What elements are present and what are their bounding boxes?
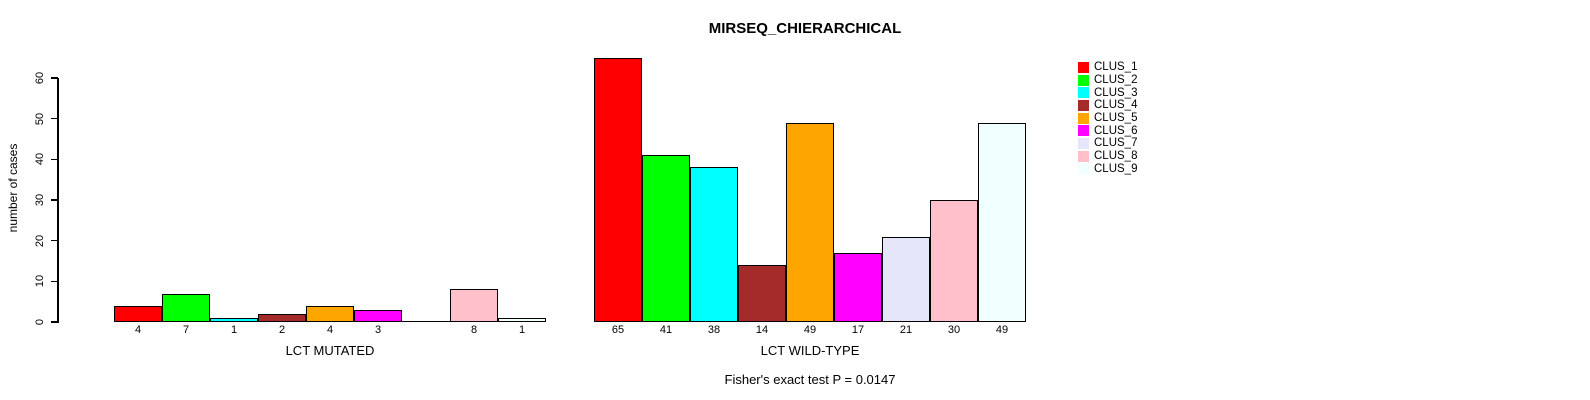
y-tick-label-50: 50: [34, 112, 46, 125]
bar-CLUS_3-lct-wild-type: [690, 167, 738, 322]
y-tick-label-10: 10: [34, 275, 46, 288]
y-tick-40: [51, 158, 58, 161]
legend-item-clus_5: CLUS_5: [1078, 112, 1137, 125]
legend-swatch-icon: [1078, 163, 1089, 175]
bar-value-label: 49: [995, 324, 1009, 336]
bar-value-label: 7: [182, 324, 190, 336]
bar-CLUS_2-lct-mutated: [162, 293, 210, 322]
bar-value-label: 8: [470, 324, 478, 336]
bar-value-label: 4: [326, 324, 334, 336]
legend-swatch-icon: [1078, 74, 1089, 86]
bar-value-label: 38: [707, 324, 721, 336]
bar-value-label: 1: [230, 324, 238, 336]
legend: CLUS_1 CLUS_2 CLUS_3 CLUS_4 CLUS_5 CLUS_6 CLUS…: [1078, 61, 1137, 175]
y-axis-label: number of cases: [6, 143, 20, 233]
bar-CLUS_8-lct-mutated: [450, 289, 498, 322]
bar-CLUS_9-lct-wild-type: [978, 122, 1026, 322]
y-tick-50: [51, 117, 58, 120]
bar-value-label: 21: [899, 324, 913, 336]
bar-CLUS_5-lct-wild-type: [786, 122, 834, 322]
y-tick-30: [51, 199, 58, 201]
bar-value-label: 17: [851, 324, 865, 336]
bar-value-label: 1: [518, 324, 526, 336]
y-tick-label-40: 40: [34, 153, 46, 166]
footnote: Fisher's exact test P = 0.0147: [724, 372, 896, 387]
bar-CLUS_4-lct-wild-type: [738, 265, 786, 322]
bar-CLUS_5-lct-mutated: [306, 305, 354, 322]
y-tick-label-20: 20: [34, 234, 46, 247]
legend-item-clus_3: CLUS_3: [1078, 86, 1137, 99]
legend-item-clus_7: CLUS_7: [1078, 137, 1137, 150]
bar-value-label: 14: [755, 324, 769, 336]
legend-item-clus_2: CLUS_2: [1078, 74, 1137, 87]
legend-label: CLUS_5: [1094, 112, 1138, 125]
bar-value-label: 30: [947, 324, 961, 336]
legend-swatch-icon: [1078, 125, 1089, 137]
bar-CLUS_4-lct-mutated: [258, 313, 306, 322]
y-tick-label-60: 60: [34, 71, 46, 85]
bar-CLUS_1-lct-mutated: [114, 305, 162, 322]
bar-CLUS_2-lct-wild-type: [642, 155, 690, 322]
y-tick-label-0: 0: [34, 318, 46, 326]
bar-CLUS_6-lct-wild-type: [834, 252, 882, 322]
legend-label: CLUS_9: [1094, 162, 1138, 175]
legend-label: CLUS_2: [1094, 74, 1138, 87]
legend-swatch-icon: [1078, 150, 1089, 162]
bar-value-label: 4: [134, 324, 142, 336]
y-axis-line: [57, 78, 59, 323]
legend-swatch-icon: [1078, 137, 1089, 149]
legend-label: CLUS_8: [1094, 150, 1138, 163]
legend-label: CLUS_4: [1094, 99, 1138, 112]
legend-item-clus_1: CLUS_1: [1078, 61, 1137, 74]
legend-label: CLUS_1: [1094, 61, 1138, 74]
y-tick-0: [51, 321, 58, 323]
legend-label: CLUS_7: [1094, 137, 1138, 150]
legend-swatch-icon: [1078, 99, 1089, 111]
y-tick-20: [51, 239, 58, 242]
bar-value-label: 3: [374, 324, 382, 336]
legend-swatch-icon: [1078, 61, 1089, 73]
legend-label: CLUS_3: [1094, 86, 1138, 99]
legend-item-clus_9: CLUS_9: [1078, 163, 1137, 176]
chart-title: MIRSEQ_CHIERARCHICAL: [708, 20, 902, 37]
bar-CLUS_1-lct-wild-type: [594, 57, 642, 322]
group-label-lct-wild-type: LCT WILD-TYPE: [760, 343, 860, 358]
legend-item-clus_6: CLUS_6: [1078, 124, 1137, 137]
bar-value-label: 49: [803, 324, 817, 336]
bar-CLUS_8-lct-wild-type: [930, 200, 978, 322]
bar-value-label: 41: [659, 324, 673, 336]
bar-CLUS_6-lct-mutated: [354, 309, 402, 322]
bar-value-label: 2: [278, 324, 286, 336]
legend-item-clus_8: CLUS_8: [1078, 150, 1137, 163]
y-tick-label-30: 30: [34, 193, 46, 207]
group-label-lct-mutated: LCT MUTATED: [285, 343, 375, 358]
bar-CLUS_9-lct-mutated: [498, 317, 546, 322]
legend-label: CLUS_6: [1094, 124, 1138, 137]
bar-value-label: 65: [611, 324, 625, 336]
bar-CLUS_3-lct-mutated: [210, 317, 258, 322]
legend-item-clus_4: CLUS_4: [1078, 99, 1137, 112]
legend-swatch-icon: [1078, 87, 1089, 99]
legend-swatch-icon: [1078, 112, 1089, 124]
y-tick-60: [51, 77, 58, 79]
bar-CLUS_7-lct-mutated: [402, 320, 450, 322]
bar-CLUS_7-lct-wild-type: [882, 236, 930, 322]
y-tick-10: [51, 280, 58, 283]
